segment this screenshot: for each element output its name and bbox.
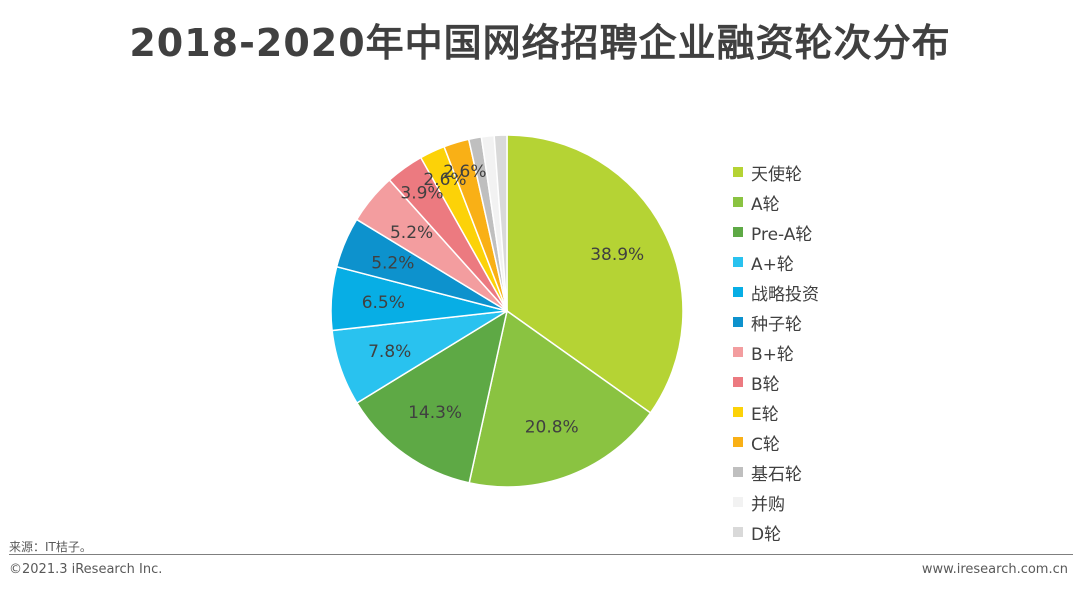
legend-item-1: A轮 bbox=[733, 187, 819, 217]
legend-swatch bbox=[733, 377, 743, 387]
legend-label: A轮 bbox=[751, 194, 780, 215]
legend-item-9: C轮 bbox=[733, 427, 819, 457]
legend-item-12: D轮 bbox=[733, 517, 819, 547]
legend-label: B轮 bbox=[751, 374, 780, 395]
slice-label-9: 2.6% bbox=[443, 162, 486, 182]
slice-label-8: 2.6% bbox=[423, 170, 466, 190]
legend-swatch bbox=[733, 317, 743, 327]
legend-label: 战略投资 bbox=[751, 284, 819, 305]
slice-label-7: 3.9% bbox=[400, 183, 443, 203]
slice-label-1: 20.8% bbox=[525, 418, 579, 438]
copyright-text: ©2021.3 iResearch Inc. bbox=[9, 562, 163, 577]
website-url: www.iresearch.com.cn bbox=[921, 562, 1068, 577]
pie-slice-0 bbox=[506, 134, 684, 414]
legend-item-6: B+轮 bbox=[733, 337, 819, 367]
slice-label-3: 7.8% bbox=[368, 342, 411, 362]
legend-item-11: 并购 bbox=[733, 487, 819, 517]
slice-label-0: 38.9% bbox=[590, 245, 644, 265]
legend-label: E轮 bbox=[751, 404, 779, 425]
legend-label: 并购 bbox=[751, 494, 785, 515]
pie-slice-1 bbox=[468, 309, 652, 488]
legend-label: B+轮 bbox=[751, 344, 794, 365]
chart-legend: 天使轮 A轮 Pre-A轮 A+轮战略投资种子轮 B+轮 B轮 E轮 C轮基石轮并购 D轮 bbox=[733, 157, 819, 547]
chart-title: 2018-2020年中国网络招聘企业融资轮次分布 bbox=[129, 21, 951, 65]
legend-item-7: B轮 bbox=[733, 367, 819, 397]
legend-item-2: Pre-A轮 bbox=[733, 217, 819, 247]
legend-swatch bbox=[733, 497, 743, 507]
legend-swatch bbox=[733, 287, 743, 297]
legend-swatch bbox=[733, 407, 743, 417]
footer-divider bbox=[9, 554, 1073, 555]
legend-item-5: 种子轮 bbox=[733, 307, 819, 337]
slice-label-4: 6.5% bbox=[362, 293, 405, 313]
legend-label: 基石轮 bbox=[751, 464, 802, 485]
legend-label: 种子轮 bbox=[751, 314, 802, 335]
legend-item-8: E轮 bbox=[733, 397, 819, 427]
legend-swatch bbox=[733, 227, 743, 237]
source-note: 来源：IT桔子。 bbox=[9, 540, 92, 554]
legend-swatch bbox=[733, 347, 743, 357]
legend-swatch bbox=[733, 527, 743, 537]
legend-swatch bbox=[733, 167, 743, 177]
legend-label: C轮 bbox=[751, 434, 780, 455]
legend-item-10: 基石轮 bbox=[733, 457, 819, 487]
legend-item-0: 天使轮 bbox=[733, 157, 819, 187]
legend-label: Pre-A轮 bbox=[751, 224, 813, 245]
slice-label-5: 5.2% bbox=[371, 254, 414, 274]
pie-slice-12 bbox=[493, 134, 508, 312]
legend-swatch bbox=[733, 437, 743, 447]
legend-label: A+轮 bbox=[751, 254, 794, 275]
pie-slice-2 bbox=[355, 309, 509, 484]
legend-item-4: 战略投资 bbox=[733, 277, 819, 307]
legend-label: D轮 bbox=[751, 524, 782, 545]
legend-item-3: A+轮 bbox=[733, 247, 819, 277]
slice-label-2: 14.3% bbox=[408, 403, 462, 423]
legend-swatch bbox=[733, 467, 743, 477]
legend-label: 天使轮 bbox=[751, 164, 802, 185]
legend-swatch bbox=[733, 257, 743, 267]
slice-label-6: 5.2% bbox=[390, 223, 433, 243]
legend-swatch bbox=[733, 197, 743, 207]
